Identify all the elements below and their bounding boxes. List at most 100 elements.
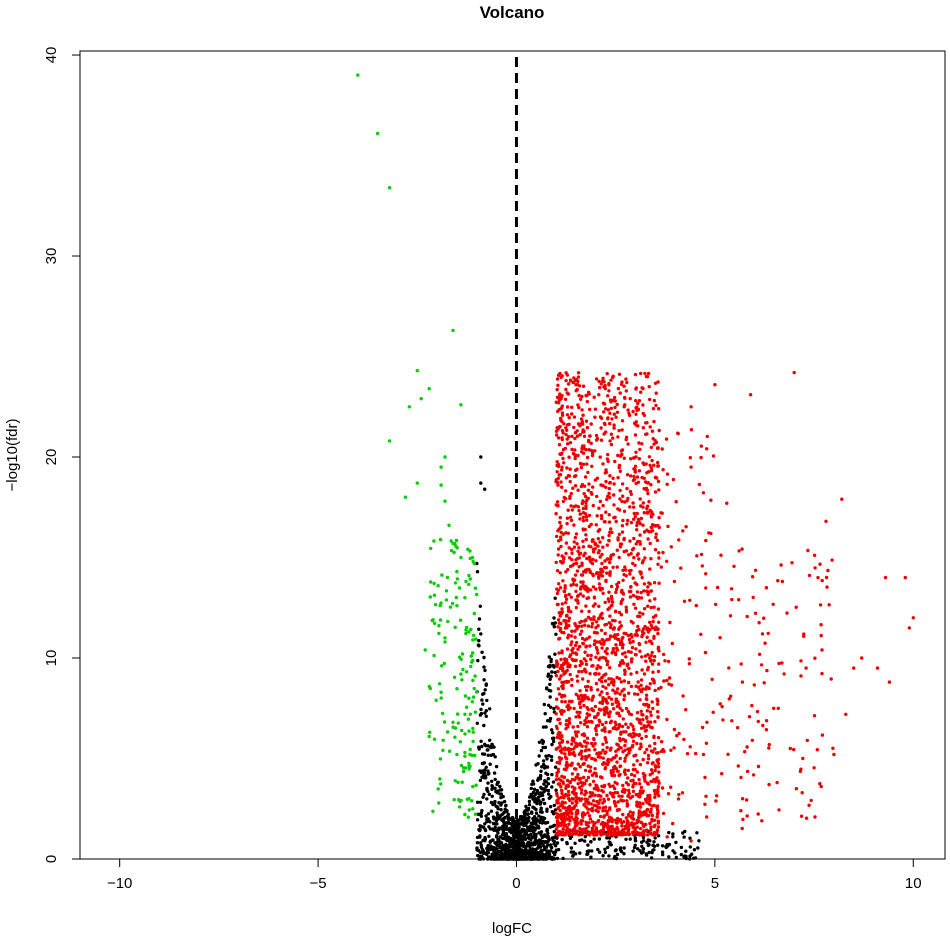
up-point	[559, 416, 563, 421]
ns-point	[536, 839, 541, 843]
down-point	[461, 667, 465, 672]
ns-point	[553, 808, 558, 812]
up-point	[578, 433, 582, 437]
up-point	[624, 568, 628, 572]
up-point	[694, 751, 698, 756]
up-point	[639, 683, 643, 687]
up-point	[628, 748, 632, 752]
up-point	[652, 824, 656, 829]
up-point	[756, 812, 760, 816]
up-point	[556, 798, 560, 802]
up-point	[624, 655, 628, 659]
up-point	[622, 661, 626, 665]
ns-point	[484, 852, 489, 856]
ns-point	[534, 855, 539, 859]
up-point	[588, 407, 592, 412]
up-point	[568, 515, 573, 519]
up-point	[605, 662, 609, 667]
up-point	[559, 816, 563, 821]
up-point	[617, 794, 621, 798]
ns-point	[482, 665, 486, 669]
up-point	[638, 698, 642, 702]
up-point	[632, 511, 636, 516]
up-point	[606, 417, 610, 421]
ns-point	[607, 840, 611, 844]
up-point	[655, 446, 660, 450]
up-point	[595, 437, 600, 441]
up-point	[820, 671, 824, 676]
up-point	[607, 389, 611, 393]
up-point	[903, 575, 907, 580]
up-point	[608, 784, 612, 789]
up-point	[646, 753, 651, 758]
up-point	[621, 730, 626, 734]
up-point	[714, 799, 718, 803]
up-point	[603, 679, 608, 683]
up-point	[617, 677, 622, 681]
up-point	[656, 735, 661, 740]
up-point	[619, 590, 624, 594]
ns-point	[475, 721, 479, 725]
up-point	[641, 801, 645, 806]
up-point	[621, 799, 626, 803]
up-point	[669, 545, 673, 549]
up-point	[582, 492, 586, 496]
ns-point	[517, 841, 522, 845]
up-point	[578, 701, 582, 705]
up-point	[714, 602, 718, 607]
down-point	[387, 186, 392, 190]
up-point	[590, 621, 595, 626]
up-point	[573, 753, 577, 758]
ns-point	[513, 821, 518, 825]
up-point	[735, 726, 740, 730]
ns-point	[565, 840, 569, 845]
up-point	[562, 557, 566, 561]
up-point	[611, 600, 615, 604]
ns-point	[529, 786, 533, 791]
up-point	[637, 809, 642, 813]
up-point	[621, 750, 625, 754]
up-point	[602, 783, 607, 788]
up-point	[583, 685, 588, 689]
ns-point	[482, 792, 486, 797]
ns-point	[660, 844, 665, 848]
up-point	[567, 822, 571, 826]
up-point	[626, 725, 630, 730]
ns-point	[540, 793, 545, 797]
down-point	[473, 753, 477, 758]
up-point	[599, 483, 603, 487]
ns-point	[609, 843, 613, 847]
up-point	[704, 538, 708, 543]
up-point	[799, 767, 803, 771]
up-point	[766, 631, 770, 636]
up-point	[584, 504, 588, 508]
down-point	[432, 653, 436, 658]
down-point	[463, 812, 467, 817]
up-point	[578, 632, 582, 636]
ns-point	[482, 723, 486, 728]
up-point	[648, 599, 652, 603]
up-point	[555, 470, 559, 474]
up-point	[568, 378, 573, 382]
up-point	[558, 636, 562, 641]
up-point	[582, 775, 586, 780]
up-point	[611, 791, 615, 796]
up-point	[640, 629, 645, 634]
up-point	[596, 664, 600, 668]
up-point	[609, 584, 614, 589]
up-point	[641, 612, 645, 616]
up-point	[560, 666, 565, 670]
up-point	[559, 785, 563, 789]
up-point	[566, 392, 571, 396]
up-point	[591, 744, 595, 748]
up-point	[631, 789, 636, 794]
up-point	[656, 669, 661, 674]
up-point	[646, 630, 651, 634]
up-point	[590, 698, 594, 702]
ns-point	[496, 849, 501, 853]
up-point	[608, 411, 612, 415]
up-point	[556, 373, 561, 377]
down-point	[459, 763, 464, 768]
up-point	[565, 405, 570, 409]
